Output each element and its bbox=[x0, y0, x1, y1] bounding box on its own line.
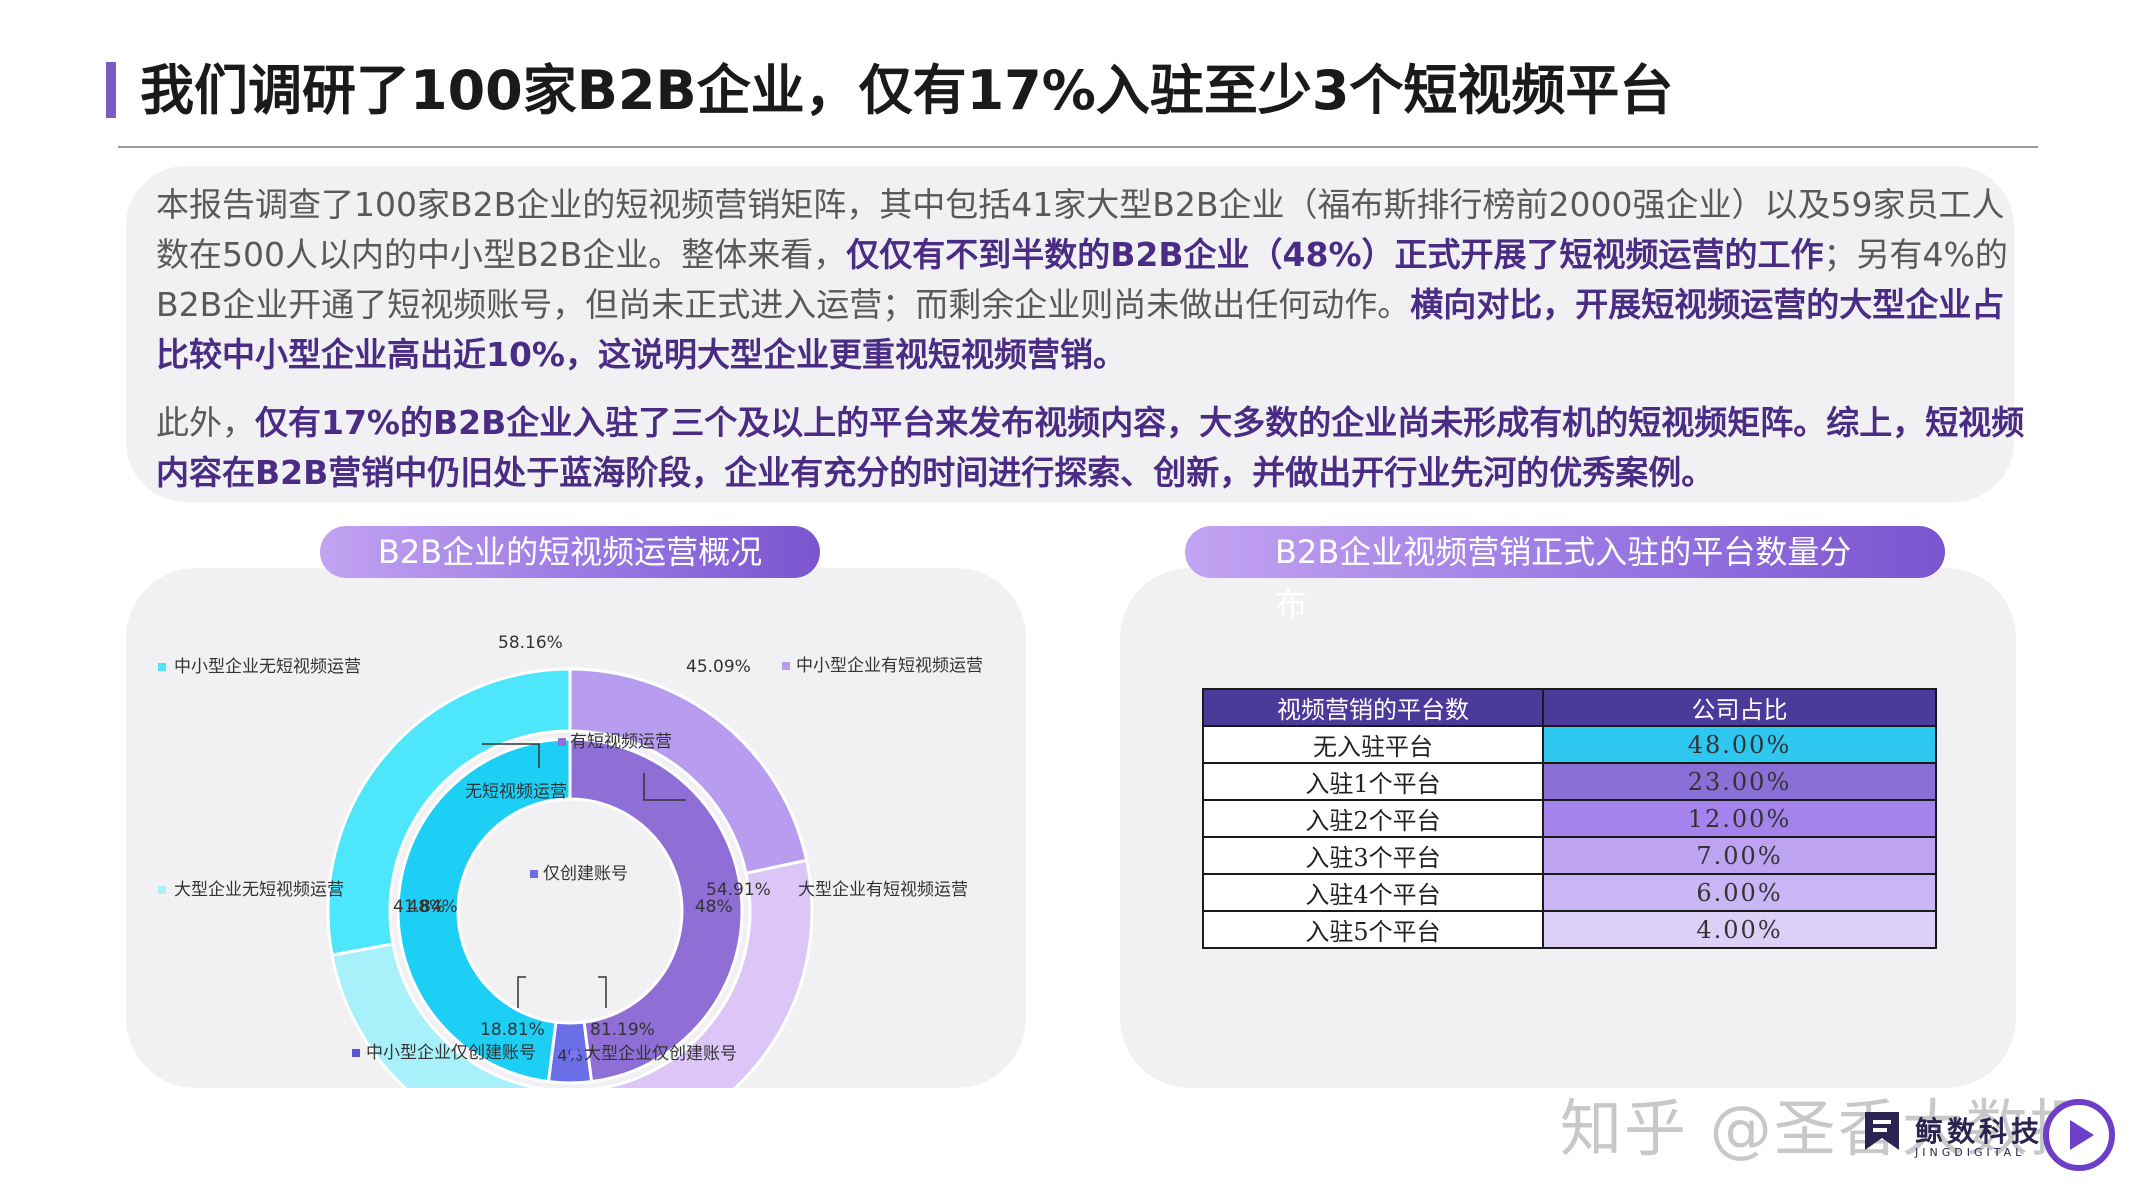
logo-mark-icon bbox=[1865, 1112, 1899, 1150]
inner-label-has-value: 48% bbox=[695, 897, 733, 917]
table-cell-share: 4.00% bbox=[1542, 910, 1937, 949]
table-cell-platforms: 无入驻平台 bbox=[1202, 725, 1544, 764]
intro-paragraph-2: 此外，仅有17%的B2B企业入驻了三个及以上的平台来发布视频内容，大多数的企业尚… bbox=[156, 398, 2026, 498]
leader-no bbox=[643, 773, 686, 801]
outer-value-large-no: 41.84% bbox=[393, 897, 458, 917]
table-cell-platforms: 入驻5个平台 bbox=[1202, 910, 1544, 949]
table-row: 入驻1个平台 23.00% bbox=[1202, 762, 1937, 801]
outer-name-large-has: 大型企业有短视频运营 bbox=[798, 880, 968, 900]
intro-text-2a: 此外， bbox=[156, 403, 255, 442]
table-row: 入驻5个平台 4.00% bbox=[1202, 910, 1937, 949]
zhihu-watermark: 知乎 @圣香大数据 bbox=[1560, 1092, 2094, 1165]
outer-slice-large-has bbox=[593, 858, 814, 1088]
intro-text-1c: ；另有4%的B2B企业开通了短视频账号，但尚未正式进入运营；而剩余企业则尚未做出… bbox=[156, 235, 2008, 324]
legend-sme-has-icon bbox=[782, 662, 790, 670]
logo-name: 鲸数科技 bbox=[1915, 1115, 2044, 1148]
leader-large-only bbox=[598, 976, 607, 1008]
legend-no-icon bbox=[453, 788, 461, 796]
outer-slice-sme-no bbox=[326, 667, 572, 957]
inner-label-no-value: 48% bbox=[407, 897, 445, 917]
outer-value-large-only: 81.19% bbox=[590, 1020, 655, 1040]
outer-name-sme-only: 中小型企业仅创建账号 bbox=[366, 1043, 536, 1063]
leader-has bbox=[482, 743, 540, 768]
outer-name-large-no: 大型企业无短视频运营 bbox=[174, 880, 344, 900]
right-chart-title: B2B企业视频营销正式入驻的平台数量分布 bbox=[1275, 533, 1852, 623]
inner-slice-no bbox=[396, 737, 572, 1084]
legend-sme-only-icon bbox=[352, 1049, 360, 1057]
table-row: 入驻4个平台 6.00% bbox=[1202, 873, 1937, 912]
table-cell-platforms: 入驻2个平台 bbox=[1202, 799, 1544, 838]
table-row: 无入驻平台 48.00% bbox=[1202, 725, 1937, 764]
page-title: 我们调研了100家B2B企业，仅有17%入驻至少3个短视频平台 bbox=[140, 59, 1674, 122]
table-cell-platforms: 入驻1个平台 bbox=[1202, 762, 1544, 801]
table-cell-share: 12.00% bbox=[1542, 799, 1937, 838]
outer-value-sme-no: 58.16% bbox=[498, 633, 563, 653]
legend-sme-no-icon bbox=[158, 663, 166, 671]
outer-name-sme-no: 中小型企业无短视频运营 bbox=[174, 657, 361, 677]
title-divider bbox=[118, 146, 2038, 148]
table-cell-share: 48.00% bbox=[1542, 725, 1937, 764]
legend-only-icon bbox=[530, 870, 538, 878]
table-cell-share: 7.00% bbox=[1542, 836, 1937, 875]
legend-large-has-icon bbox=[784, 886, 792, 894]
outer-name-sme-has: 中小型企业有短视频运营 bbox=[796, 656, 983, 676]
outer-value-sme-only: 18.81% bbox=[480, 1020, 545, 1040]
inner-name-no: 无短视频运营 bbox=[465, 782, 567, 802]
intro-highlight-1d: 横向对比，开展短视频运营的大型企业占比较中小型企业高出近10%，这说明大型企业更… bbox=[156, 285, 2005, 374]
legend-large-only-icon bbox=[570, 1050, 578, 1058]
intro-highlight-2b: 仅有17%的B2B企业入驻了三个及以上的平台来发布视频内容，大多数的企业尚未形成… bbox=[156, 403, 2025, 492]
leader-sme-only bbox=[517, 976, 526, 1008]
table-row: 入驻2个平台 12.00% bbox=[1202, 799, 1937, 838]
table-cell-platforms: 入驻3个平台 bbox=[1202, 836, 1544, 875]
intro-text-1a: 本报告调查了100家B2B企业的短视频营销矩阵，其中包括41家大型B2B企业（福… bbox=[156, 185, 2005, 274]
table-cell-share: 6.00% bbox=[1542, 873, 1937, 912]
table-header-platforms: 视频营销的平台数 bbox=[1202, 688, 1544, 727]
company-logo: 鲸数科技 JINGDIGITAL bbox=[1855, 1100, 2039, 1170]
left-chart-title: B2B企业的短视频运营概况 bbox=[320, 526, 820, 578]
outer-value-large-has: 54.91% bbox=[706, 880, 771, 900]
outer-name-large-only: 大型企业仅创建账号 bbox=[584, 1044, 737, 1064]
platform-count-table: 视频营销的平台数 公司占比 无入驻平台 48.00% 入驻1个平台 23.00% 入驻2… bbox=[1202, 688, 1937, 949]
title-accent-bar bbox=[106, 62, 116, 118]
inner-name-has: 有短视频运营 bbox=[570, 732, 672, 752]
legend-large-no-icon bbox=[158, 886, 166, 894]
intro-box: 本报告调查了100家B2B企业的短视频营销矩阵，其中包括41家大型B2B企业（福… bbox=[126, 166, 2024, 502]
intro-highlight-1b: 仅仅有不到半数的B2B企业（48%）正式开展了短视频运营的工作 bbox=[846, 235, 1824, 274]
inner-slice-has bbox=[568, 737, 744, 1084]
outer-value-sme-has: 45.09% bbox=[686, 657, 751, 677]
logo-subtitle: JINGDIGITAL bbox=[1915, 1146, 2026, 1159]
table-row: 入驻3个平台 7.00% bbox=[1202, 836, 1937, 875]
legend-has-icon bbox=[558, 738, 566, 746]
inner-name-only: 仅创建账号 bbox=[543, 864, 628, 884]
left-chart-panel bbox=[126, 568, 1026, 1088]
play-icon bbox=[2043, 1099, 2115, 1171]
table-header-row: 视频营销的平台数 公司占比 bbox=[1202, 688, 1937, 727]
table-cell-share: 23.00% bbox=[1542, 762, 1937, 801]
table-header-share: 公司占比 bbox=[1542, 688, 1937, 727]
donut-chart: 48%48%4%有短视频运营无短视频运营仅创建账号58.16%45.09%54.… bbox=[158, 633, 983, 1088]
intro-paragraph-1: 本报告调查了100家B2B企业的短视频营销矩阵，其中包括41家大型B2B企业（福… bbox=[156, 180, 2026, 380]
table-cell-platforms: 入驻4个平台 bbox=[1202, 873, 1544, 912]
right-chart-title-pill: B2B企业视频营销正式入驻的平台数量分布 bbox=[1185, 526, 1945, 623]
